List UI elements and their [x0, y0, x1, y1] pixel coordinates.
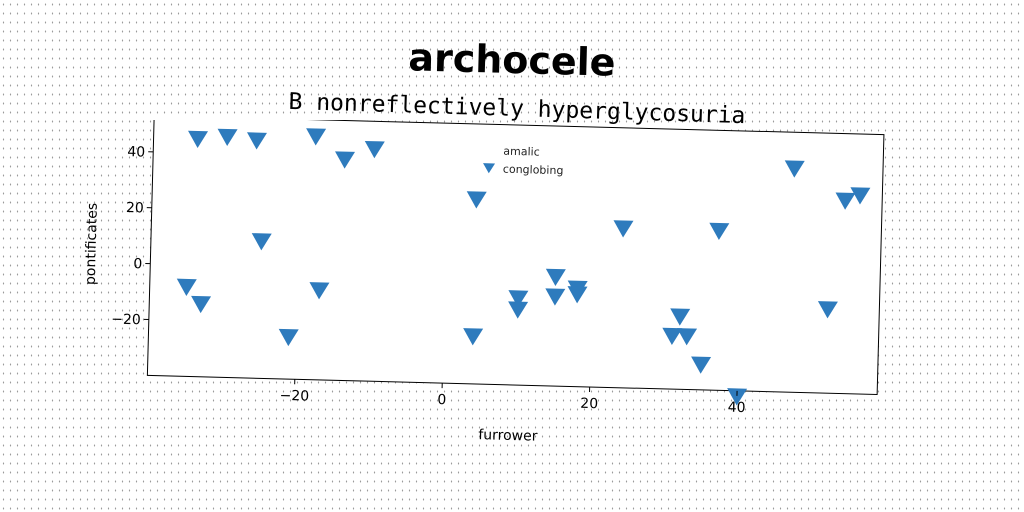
- data-point: [335, 151, 356, 169]
- data-point: [278, 328, 299, 347]
- data-point: [835, 192, 856, 210]
- data-point: [613, 220, 634, 238]
- data-point: [727, 388, 748, 406]
- data-point: [817, 301, 838, 319]
- data-point: [217, 128, 238, 146]
- legend: amalic conglobing: [483, 145, 564, 178]
- data-point: [247, 132, 267, 150]
- data-point: [662, 327, 683, 346]
- x-tick-label: 40: [728, 400, 746, 416]
- x-tick-label: −20: [279, 388, 309, 405]
- legend-label-conglobing: conglobing: [503, 163, 564, 178]
- x-axis-ticks: −20 0 20 40: [279, 379, 746, 416]
- data-point: [691, 356, 712, 374]
- data-point: [309, 282, 330, 300]
- scatter-chart: −20 0 20 40 40 20 0 −20 amalic conglobing furr…: [83, 114, 885, 445]
- data-point: [463, 328, 484, 346]
- data-point: [306, 128, 327, 146]
- data-point: [567, 286, 588, 304]
- data-point: [191, 295, 212, 314]
- data-point: [670, 308, 691, 326]
- data-point: [466, 191, 487, 209]
- data-point: [850, 187, 871, 205]
- data-point: [176, 278, 197, 296]
- data-points: [176, 128, 871, 406]
- y-tick-label: 0: [133, 256, 142, 272]
- x-tick-label: 0: [437, 392, 446, 408]
- data-point: [508, 290, 529, 308]
- data-point: [364, 140, 385, 159]
- data-point: [784, 160, 805, 178]
- plot-frame: [146, 114, 885, 396]
- y-tick-label: 20: [126, 200, 144, 216]
- legend-title: amalic: [503, 145, 540, 159]
- y-tick-label: 40: [127, 144, 145, 160]
- legend-marker-conglobing: [483, 163, 496, 174]
- x-axis-label: furrower: [478, 427, 538, 445]
- data-point: [677, 328, 698, 346]
- chart-area: −20 0 20 40 40 20 0 −20 amalic conglobing furr…: [60, 114, 900, 450]
- data-point: [545, 268, 566, 287]
- data-point: [188, 130, 209, 149]
- data-point: [251, 233, 272, 251]
- y-axis-ticks: 40 20 0 −20: [111, 144, 154, 329]
- y-tick-label: −20: [111, 312, 141, 329]
- data-point: [508, 301, 529, 319]
- data-point: [545, 288, 566, 306]
- data-point: [709, 222, 730, 240]
- y-axis-label: pontificates: [83, 203, 101, 286]
- x-tick-label: 20: [580, 396, 598, 412]
